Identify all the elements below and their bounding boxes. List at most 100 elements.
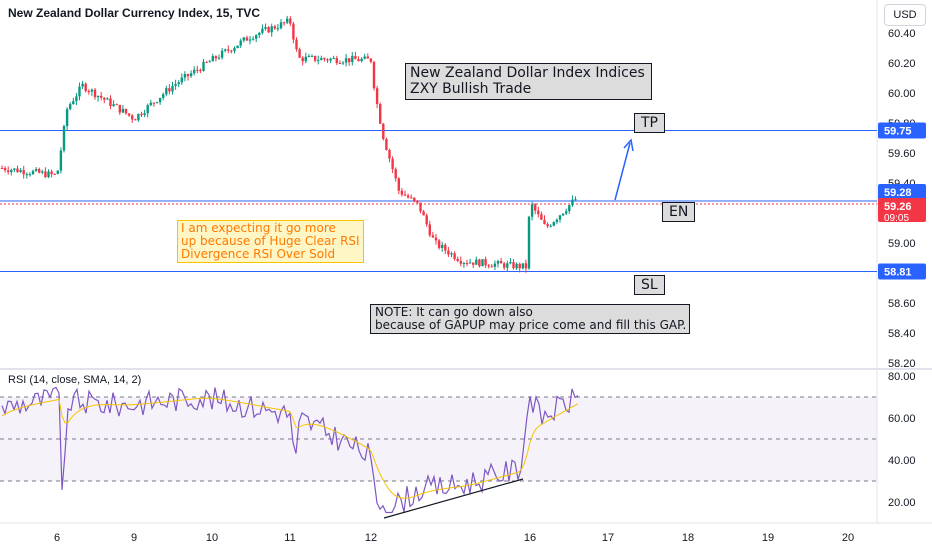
candle-body <box>143 113 146 116</box>
candle-body <box>224 49 227 51</box>
candle-body <box>13 168 16 170</box>
candle-body <box>425 215 428 225</box>
candle-body <box>437 240 441 248</box>
candle-body <box>530 204 534 217</box>
candle-body <box>484 259 487 266</box>
rsi-divergence-line <box>383 478 524 519</box>
candle-body <box>261 28 264 33</box>
candle-body <box>410 197 413 199</box>
price-tick-label: 58.20 <box>888 358 916 370</box>
candle-body <box>366 56 369 59</box>
candle-body <box>360 58 363 62</box>
candle-body <box>444 244 447 251</box>
candle-body <box>34 169 38 171</box>
candle-body <box>149 102 152 106</box>
candle-body <box>186 74 190 77</box>
gap-note-line-1: NOTE: It can go down also <box>375 305 533 319</box>
rsi-note-line-3: Divergence RSI Over Sold <box>181 247 336 261</box>
candle-body <box>512 262 515 269</box>
candle-body <box>534 204 537 211</box>
candle-body <box>481 259 484 267</box>
candle-body <box>180 77 183 83</box>
candle-body <box>428 224 431 236</box>
candle-body <box>174 84 177 86</box>
candle-body <box>19 170 22 173</box>
candle-body <box>264 27 267 29</box>
rsi-tick-label: 80.00 <box>888 371 916 383</box>
time-tick-label: 19 <box>762 532 774 544</box>
rsi-note-line-1: I am expecting it go more <box>181 221 336 235</box>
candle-body <box>236 45 239 49</box>
candle-body <box>462 263 466 265</box>
price-tick-label: 60.40 <box>888 28 916 40</box>
candle-body <box>115 104 118 106</box>
tp-label[interactable]: TP <box>634 113 665 133</box>
candle-body <box>65 109 69 127</box>
candle-body <box>447 250 450 255</box>
candle-body <box>158 97 162 103</box>
rsi-tick-label: 40.00 <box>888 455 916 467</box>
candle-body <box>248 39 252 41</box>
candle-body <box>549 225 552 227</box>
currency-button[interactable]: USD <box>884 4 926 26</box>
sl-label[interactable]: SL <box>634 275 665 295</box>
candle-body <box>552 222 555 226</box>
candle-body <box>307 55 311 57</box>
price-tick-label: 58.60 <box>888 298 916 310</box>
time-tick-label: 16 <box>524 532 536 544</box>
time-tick-label: 10 <box>206 532 218 544</box>
candle-body <box>434 237 438 241</box>
candle-body <box>25 174 28 176</box>
candle-body <box>127 113 131 116</box>
price-badge-text: 59.28 <box>884 187 912 199</box>
candle-body <box>388 150 391 159</box>
candle-body <box>292 23 295 40</box>
candle-body <box>270 26 273 33</box>
candle-body <box>205 61 208 63</box>
candle-body <box>506 263 509 268</box>
candle-body <box>574 199 577 201</box>
candle-body <box>540 214 543 220</box>
candle-body <box>375 88 379 104</box>
candle-body <box>121 108 125 113</box>
candle-body <box>320 58 323 61</box>
candle-body <box>493 263 497 267</box>
rsi-tick-label: 60.00 <box>888 413 916 425</box>
candle-body <box>134 119 137 121</box>
candle-body <box>7 170 10 173</box>
price-tick-label: 59.00 <box>888 238 916 250</box>
price-badge-text: 58.81 <box>884 267 912 279</box>
candle-body <box>124 108 128 114</box>
candle-body <box>56 170 59 175</box>
candle-body <box>220 50 224 58</box>
candle-body <box>385 138 388 151</box>
candle-body <box>162 94 165 98</box>
main-note[interactable]: New Zealand Dollar Index Indices ZXY Bul… <box>405 63 652 100</box>
candle-body <box>3 168 7 171</box>
candle-body <box>372 61 376 89</box>
main-note-line-2: ZXY Bullish Trade <box>410 81 532 97</box>
candle-body <box>193 69 196 74</box>
candle-body <box>62 126 66 151</box>
time-tick-label: 6 <box>54 532 60 544</box>
gap-note[interactable]: NOTE: It can go down also because of GAP… <box>370 304 691 334</box>
candle-body <box>41 171 44 173</box>
price-badge <box>878 184 926 200</box>
price-tick-label: 58.40 <box>888 328 916 340</box>
en-label[interactable]: EN <box>662 202 696 222</box>
candle-body <box>453 253 456 260</box>
rsi-note-line-2: up because of Huge Clear RSI <box>181 234 360 248</box>
price-badge-text: 59.26 <box>884 201 912 213</box>
candle-body <box>75 96 78 102</box>
candle-body <box>38 169 41 173</box>
candle-body <box>146 105 149 114</box>
candle-body <box>214 56 218 59</box>
candle-body <box>59 150 63 171</box>
candle-body <box>242 37 245 41</box>
candle-body <box>323 58 326 60</box>
candle-body <box>394 169 397 179</box>
candle-body <box>527 216 531 269</box>
candle-body <box>369 58 373 62</box>
rsi-divergence-note[interactable]: I am expecting it go more up because of … <box>177 220 364 263</box>
